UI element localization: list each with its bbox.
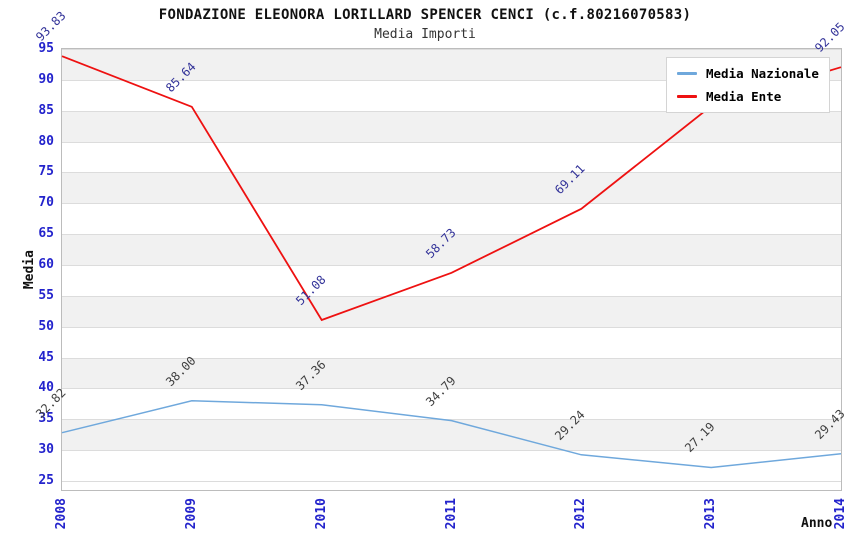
grid-band (62, 419, 841, 451)
chart-title: FONDAZIONE ELEONORA LORILLARD SPENCER CE… (158, 7, 692, 23)
y-tick-label: 80 (38, 133, 54, 149)
gridline (62, 419, 841, 421)
grid-band (62, 357, 841, 389)
gridline (62, 234, 841, 236)
y-tick-label: 95 (38, 41, 54, 56)
gridline (62, 388, 841, 390)
y-tick-label: 70 (38, 195, 54, 211)
y-tick-label: 35 (38, 411, 54, 427)
chart-subtitle: Media Importi (374, 27, 476, 42)
gridline (62, 357, 841, 359)
y-tick-label: 40 (38, 380, 54, 396)
x-tick-label: 2010 (313, 498, 329, 530)
y-tick-label: 30 (38, 442, 54, 458)
grid-band (62, 234, 841, 265)
y-axis-title: Media (22, 250, 37, 290)
gridline (62, 110, 841, 112)
plot-area: 32.82 38.00 37.36 34.79 29.24 27.19 29.43 93.83… (33, 9, 848, 491)
media-nazionale-line (61, 400, 842, 469)
legend-item-media-ente: Media Ente (677, 89, 819, 104)
gridline (62, 141, 841, 143)
media-nazionale-swatch-icon (677, 72, 697, 75)
gridline (62, 49, 841, 50)
x-tick-label: 2011 (443, 498, 459, 530)
gridline (62, 481, 841, 482)
x-tick-label: 2013 (703, 498, 719, 530)
y-tick-label: 25 (38, 473, 54, 488)
legend: Media Nazionale Media Ente (666, 57, 830, 113)
y-tick-label: 60 (38, 257, 54, 272)
x-tick-label: 2009 (183, 498, 199, 530)
x-tick-label: 2014 (833, 498, 848, 530)
gridline (62, 79, 841, 81)
gridline (62, 203, 841, 205)
legend-label: Media Ente (706, 89, 782, 104)
grid-band (62, 295, 841, 327)
gridline (62, 295, 841, 297)
legend-item-media-nazionale: Media Nazionale (677, 66, 819, 81)
y-tick-label: 75 (38, 164, 54, 180)
gridline (62, 326, 841, 328)
gridline (62, 172, 841, 174)
y-tick-label: 45 (38, 349, 54, 365)
y-tick-label: 50 (38, 318, 54, 334)
y-tick-label: 65 (38, 226, 54, 242)
y-tick-label: 55 (38, 287, 54, 303)
x-axis-title: Anno (801, 516, 833, 531)
gridline (62, 265, 841, 266)
grid-band (62, 172, 841, 204)
gridline (62, 450, 841, 452)
x-tick-label: 2008 (54, 498, 69, 530)
legend-label: Media Nazionale (706, 66, 819, 81)
x-tick-label: 2012 (573, 498, 589, 530)
media-ente-swatch-icon (677, 95, 697, 98)
y-tick-label: 85 (38, 102, 54, 118)
y-tick-label: 90 (38, 71, 54, 87)
series-lines-svg (61, 55, 842, 469)
grid-band (62, 110, 841, 142)
